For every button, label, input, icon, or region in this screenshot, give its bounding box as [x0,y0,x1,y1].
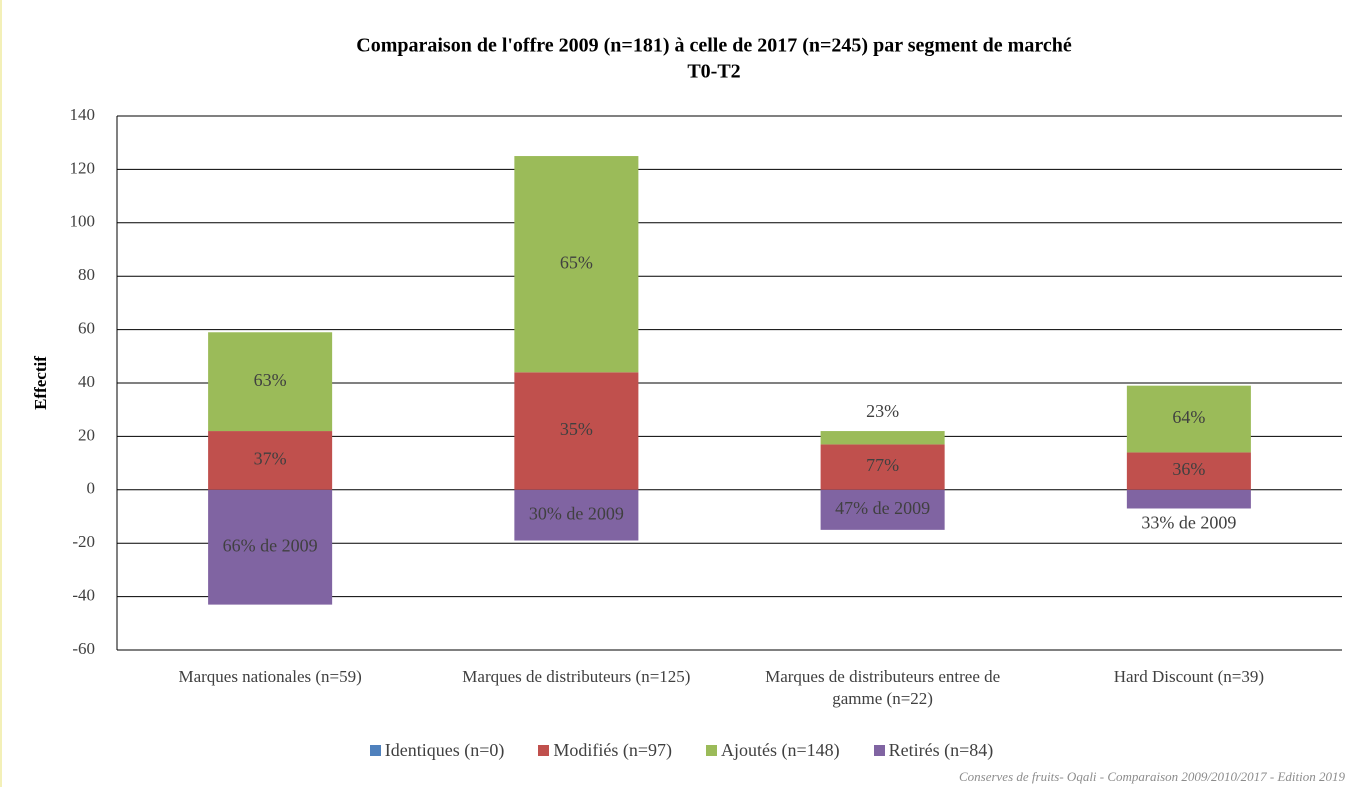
bar-segment [208,489,333,605]
segment-label: 77% [866,455,899,475]
x-tick-label: Marques de distributeurs entree de gamme… [765,667,1001,708]
bar-segment [208,431,333,490]
legend-item: Identiques (n=0) [369,740,505,761]
segment-label: 37% [254,449,287,469]
y-tick-label: -20 [72,532,95,551]
y-tick-label: -60 [72,639,95,658]
segment-label: 64% [1172,407,1205,427]
y-tick-label: 140 [70,105,96,124]
x-tick-label: Marques de distributeurs (n=125) [462,667,691,686]
bar-segment [820,489,945,530]
y-axis-label: Effectif [31,356,50,410]
legend-item: Retirés (n=84) [873,740,994,761]
bar-segment [208,332,333,432]
legend-swatch [369,745,381,756]
segment-label: 65% [560,252,593,272]
chart-title: Comparaison de l'offre 2009 (n=181) à ce… [356,35,1072,57]
bar-segment [1126,452,1251,490]
bar-segment [514,156,639,373]
segment-label: 63% [254,370,287,390]
legend-label: Ajoutés (n=148) [721,740,840,760]
segment-label: 47% de 2009 [835,498,930,518]
segment-label: 33% de 2009 [1141,513,1236,533]
bar-segment [820,444,945,490]
chart-subtitle: T0-T2 [687,61,740,83]
bar-segment [1126,385,1251,453]
x-tick-label: Hard Discount (n=39) [1113,667,1265,686]
segment-label: 30% de 2009 [529,503,624,523]
y-tick-label: 100 [70,212,96,231]
legend-label: Identiques (n=0) [384,740,505,760]
y-tick-label: 120 [70,158,96,177]
bar-segment [514,372,639,490]
footer: Conserves de fruits- Oqali - Comparaison… [958,769,1345,784]
legend-swatch [706,745,717,756]
legend-label: Retirés (n=84) [888,740,994,760]
legend-item: Modifiés (n=97) [538,740,672,761]
legend-swatch [873,745,885,756]
y-tick-label: 40 [78,372,95,391]
y-tick-label: 60 [78,319,95,338]
x-tick-label: Marques nationales (n=59) [178,667,362,686]
segment-label: 66% de 2009 [223,535,318,555]
bar-segment [1126,489,1251,509]
bar-segment [514,489,639,541]
legend: Identiques (n=0) Modifiés (n=97) Ajoutés (… [2,740,1359,761]
segment-label: 35% [560,419,593,439]
y-tick-label: -40 [72,586,95,605]
segment-label: 23% [866,401,899,421]
bar-segment [820,431,945,445]
y-tick-label: 0 [87,479,96,498]
y-tick-label: 80 [78,265,95,284]
legend-swatch [538,745,550,756]
legend-item: Ajoutés (n=148) [706,740,840,761]
y-tick-label: 20 [78,425,95,444]
segment-label: 36% [1172,459,1205,479]
legend-label: Modifiés (n=97) [553,740,672,760]
